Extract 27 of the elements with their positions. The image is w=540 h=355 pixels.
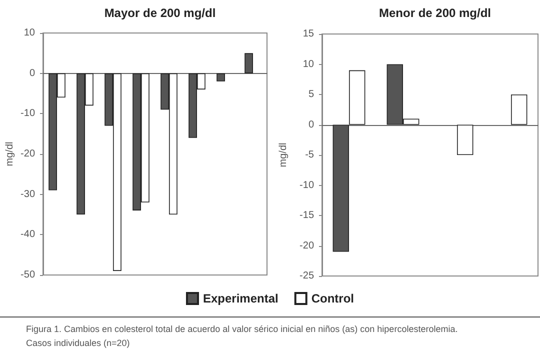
chart-title: Mayor de 200 mg/dl [104,6,216,20]
bar [332,124,349,252]
y-tick-label: -10 [20,108,36,120]
bar [349,70,366,125]
y-tick-label: 0 [308,119,314,130]
y-tick-label: -50 [20,270,36,280]
bar [457,124,474,155]
y-tick-label: -5 [305,150,314,160]
y-tick-label: 5 [308,89,314,100]
legend-label: Experimental [202,292,278,306]
y-axis-title: mg/dl [4,142,16,166]
chart-title: Menor de 200 mg/dl [378,6,492,20]
y-tick-label: 0 [29,68,36,79]
y-tick-label: -25 [300,270,314,282]
y-tick-label: -20 [20,148,36,160]
y-tick-label: -15 [300,210,314,221]
y-tick-label: 15 [302,28,314,40]
legend-label: Control [311,292,354,306]
y-axis-title: mg/dl [278,142,290,168]
y-tick-label: 10 [24,28,36,38]
bar [511,94,528,125]
y-tick-label: -40 [20,229,36,240]
y-tick-label: -30 [20,188,36,200]
text: Figura 1. Cambios en colesterol total de acuerdo al valor sérico inicial en niños (as) con hipercolesterolemia. Casos individuales (n=20) [26,324,458,348]
y-tick-label: 10 [302,58,314,70]
y-tick-label: -10 [300,180,314,191]
y-tick-label: -20 [300,240,314,252]
